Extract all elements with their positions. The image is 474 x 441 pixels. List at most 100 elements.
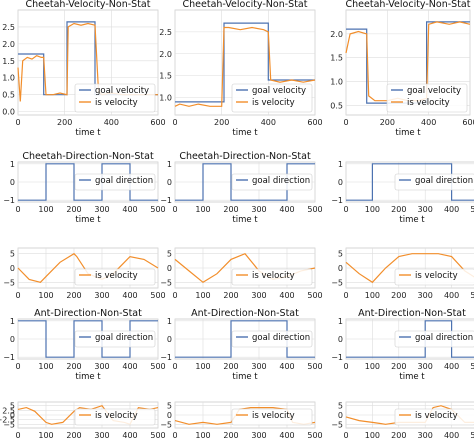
- y-tick-label: 2.5: [159, 28, 172, 37]
- y-tick-label: 0: [338, 335, 343, 344]
- x-tick-label: 200: [66, 205, 81, 214]
- legend-box: [74, 408, 156, 426]
- y-tick-label: 0: [10, 178, 15, 187]
- y-tick-label: 0: [338, 264, 343, 273]
- legend-box: [394, 268, 474, 286]
- x-tick-label: 500: [307, 431, 322, 440]
- x-tick-label: 500: [470, 362, 474, 371]
- legend-label: is velocity: [415, 271, 458, 281]
- x-tick-label: 400: [444, 431, 459, 440]
- y-tick-label: −5: [160, 278, 172, 287]
- series-line: [175, 163, 315, 201]
- x-tick-label: 600: [307, 118, 322, 127]
- x-tick-label: 400: [104, 118, 119, 127]
- y-tick-label: 2.0: [2, 40, 15, 49]
- x-tick-label: 200: [66, 362, 81, 371]
- y-tick-label: −1: [3, 196, 15, 205]
- legend-label: is velocity: [415, 411, 458, 421]
- chart-title: Cheetah-Direction-Non-Stat: [22, 151, 154, 162]
- x-tick-label: 300: [94, 362, 109, 371]
- legend-box: [74, 330, 156, 348]
- x-tick-label: 0: [343, 118, 348, 127]
- x-tick-label: 0: [172, 362, 177, 371]
- legend-label: is velocity: [95, 411, 138, 421]
- y-tick-label: 0.5: [2, 91, 15, 100]
- x-axis-label: time t: [232, 128, 258, 138]
- x-tick-label: 100: [365, 291, 380, 300]
- y-tick-label: 0: [10, 411, 15, 420]
- legend-label: goal velocity: [407, 86, 461, 96]
- y-tick-label: 5: [10, 402, 15, 411]
- x-tick-label: 100: [38, 362, 53, 371]
- series-line: [346, 320, 474, 358]
- y-tick-label: 1: [167, 317, 172, 326]
- y-tick-label: 0.0: [2, 108, 15, 117]
- chart-panel: 0 100 200 300 400 500−101Cheetah-Direction-No…: [160, 151, 322, 225]
- y-tick-label: −1: [160, 196, 172, 205]
- x-tick-label: 500: [307, 291, 322, 300]
- y-tick-label: 5: [167, 250, 172, 259]
- chart-panel: 0 100 200 300 400 500−101Cheetah-Direction-No…: [3, 151, 165, 225]
- x-tick-label: 500: [307, 362, 322, 371]
- chart-panel: 0 200 400 600 1.0 1.5 2.0 2.5 Cheetah-Velocity-N…: [159, 0, 322, 138]
- x-tick-label: 100: [365, 205, 380, 214]
- x-tick-label: 600: [150, 118, 165, 127]
- x-tick-label: 200: [223, 431, 238, 440]
- legend-box: [394, 330, 474, 348]
- legend-label: is velocity: [252, 411, 295, 421]
- y-tick-label: 1: [10, 317, 15, 326]
- x-tick-label: 100: [365, 362, 380, 371]
- chart-panel: 0100200300400500−101Ant-Direction-Non-St…: [331, 308, 474, 382]
- y-tick-label: 1.5: [159, 72, 172, 81]
- x-axis-label: time t: [75, 128, 101, 138]
- chart-panel: 0 200 400 600 0.0 0.5 1.0 1.5 2.0 2.5 Cheetah-Velo…: [2, 0, 165, 138]
- x-tick-label: 200: [391, 431, 406, 440]
- y-tick-label: 0: [167, 264, 172, 273]
- y-tick-label: 0: [338, 178, 343, 187]
- x-tick-label: 0: [15, 291, 20, 300]
- series-line: [175, 22, 315, 103]
- y-tick-label: 2.5: [2, 23, 15, 32]
- x-tick-label: 300: [94, 431, 109, 440]
- x-tick-label: 500: [470, 205, 474, 214]
- x-tick-label: 0: [343, 205, 348, 214]
- y-tick-label: 5: [10, 250, 15, 259]
- y-tick-label: −1: [3, 353, 15, 362]
- x-tick-label: 300: [418, 431, 433, 440]
- x-tick-label: 300: [251, 205, 266, 214]
- x-tick-label: 300: [251, 291, 266, 300]
- legend-box: [231, 83, 313, 113]
- x-tick-label: 200: [223, 205, 238, 214]
- series-line: [345, 253, 474, 284]
- legend-label: goal direction: [95, 333, 153, 343]
- legend-box: [231, 408, 313, 426]
- chart-title: Ant-Direction-Non-Stat: [34, 308, 142, 319]
- x-tick-label: 100: [365, 431, 380, 440]
- legend-box: [394, 173, 474, 191]
- chart-panel: 0 200 400 600 0.5 1.0 1.5 2.0 Cheetah-Velocity-N…: [330, 0, 474, 138]
- y-tick-label: 2.0: [159, 50, 172, 59]
- legend-label: goal direction: [252, 176, 310, 186]
- x-tick-label: 200: [391, 205, 406, 214]
- y-tick-label: 5: [338, 402, 343, 411]
- x-tick-label: 300: [418, 291, 433, 300]
- x-tick-label: 0: [15, 205, 20, 214]
- x-tick-label: 200: [214, 118, 229, 127]
- y-tick-label: 1: [338, 317, 343, 326]
- legend-label: goal direction: [415, 176, 473, 186]
- legend-label: goal direction: [252, 333, 310, 343]
- x-tick-label: 100: [38, 431, 53, 440]
- legend-box: [74, 83, 156, 113]
- y-tick-label: 5: [338, 250, 343, 259]
- series-line: [346, 163, 474, 201]
- legend-label: is velocity: [95, 98, 138, 108]
- x-tick-label: 500: [150, 362, 165, 371]
- x-tick-label: 100: [38, 291, 53, 300]
- y-tick-label: 1.0: [159, 94, 172, 103]
- legend-label: goal direction: [415, 333, 473, 343]
